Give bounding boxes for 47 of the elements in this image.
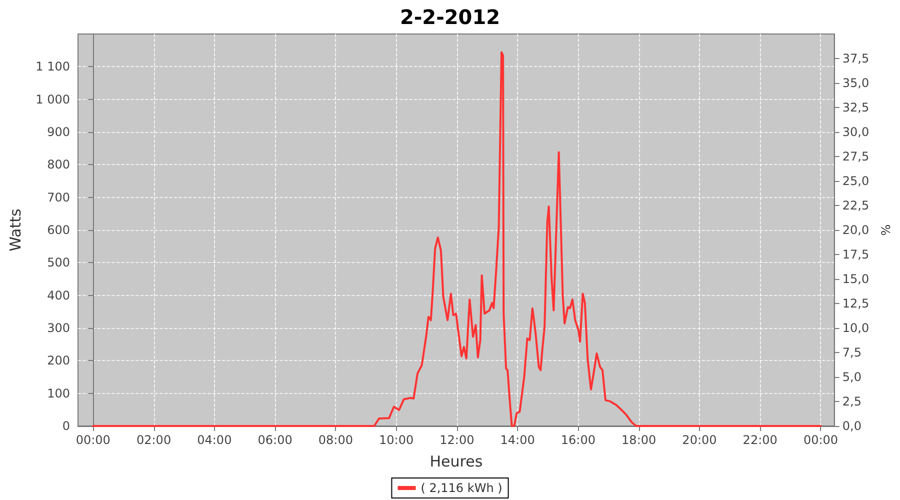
y-tick-label: 600 xyxy=(47,223,70,237)
y-tick-label: 800 xyxy=(47,158,70,172)
y2-axis-title: % xyxy=(879,224,893,236)
x-tick-label: 08:00 xyxy=(318,433,353,447)
x-tick-label: 20:00 xyxy=(682,433,717,447)
y-tick-label: 400 xyxy=(47,288,70,302)
x-tick-label: 06:00 xyxy=(258,433,292,447)
y2-tick-label: 5,0 xyxy=(842,370,862,384)
y2-tick-label: 15,0 xyxy=(842,272,870,286)
x-tick-label: 18:00 xyxy=(622,433,656,447)
y-tick-label: 300 xyxy=(47,321,70,335)
y2-tick-label: 30,0 xyxy=(842,125,870,139)
y2-tick-label: 32,5 xyxy=(842,100,870,114)
x-tick-label: 14:00 xyxy=(500,433,535,447)
line-series xyxy=(92,51,822,427)
x-tick-label: 02:00 xyxy=(136,433,172,447)
y-tick-label: 1 100 xyxy=(36,60,70,74)
x-tick-label: 00:00 xyxy=(76,433,110,447)
x-tick-label: 12:00 xyxy=(440,433,474,447)
legend-label: ( 2,116 kWh ) xyxy=(420,481,502,495)
y-tick-label: 900 xyxy=(47,125,70,139)
x-tick-label: 04:00 xyxy=(197,433,232,447)
y2-tick-label: 37,5 xyxy=(842,52,870,66)
y-tick-label: 200 xyxy=(47,354,70,368)
y2-tick-label: 0,0 xyxy=(842,419,862,433)
y2-tick-label: 12,5 xyxy=(842,296,870,310)
x-tick-label: 22:00 xyxy=(742,433,778,447)
y-tick-label: 0 xyxy=(62,419,70,433)
x-tick-label: 00:00 xyxy=(803,433,838,447)
x-tick-label: 10:00 xyxy=(379,433,414,447)
y2-tick-label: 35,0 xyxy=(842,76,870,90)
y2-tick-label: 25,0 xyxy=(842,174,870,188)
chart-title: 2-2-2012 xyxy=(400,5,500,29)
y2-tick-label: 17,5 xyxy=(842,248,870,262)
y-tick-label: 500 xyxy=(47,256,70,270)
y2-tick-label: 27,5 xyxy=(842,150,870,164)
y-axis-title: Watts xyxy=(6,208,24,252)
y2-tick-label: 10,0 xyxy=(842,321,870,335)
y-tick-label: 100 xyxy=(47,386,70,400)
x-tick-label: 16:00 xyxy=(560,433,596,447)
y2-tick-label: 20,0 xyxy=(842,223,870,237)
y2-tick-label: 2,5 xyxy=(842,394,862,408)
y-tick-label: 700 xyxy=(47,190,70,204)
y2-tick-label: 7,5 xyxy=(842,346,862,360)
x-axis-title: Heures xyxy=(430,452,483,470)
y2-tick-label: 22,5 xyxy=(842,198,870,212)
y-tick-label: 1 000 xyxy=(36,92,70,106)
